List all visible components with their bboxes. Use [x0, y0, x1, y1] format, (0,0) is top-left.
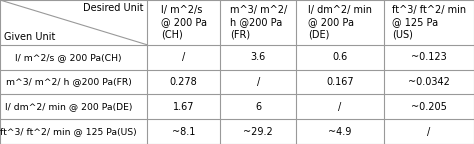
Text: ft^3/ ft^2/ min @ 125 Pa(US): ft^3/ ft^2/ min @ 125 Pa(US)	[0, 127, 137, 136]
Text: ~4.9: ~4.9	[328, 127, 352, 137]
Text: ~29.2: ~29.2	[244, 127, 273, 137]
Text: l/ dm^2/ min @ 200 Pa(DE): l/ dm^2/ min @ 200 Pa(DE)	[5, 102, 132, 111]
Text: Desired Unit: Desired Unit	[82, 3, 143, 13]
Text: Given Unit: Given Unit	[4, 32, 55, 42]
Text: ft^3/ ft^2/ min
@ 125 Pa
(US): ft^3/ ft^2/ min @ 125 Pa (US)	[392, 5, 466, 40]
Text: l/ dm^2/ min
@ 200 Pa
(DE): l/ dm^2/ min @ 200 Pa (DE)	[308, 5, 372, 40]
Text: 3.6: 3.6	[251, 52, 266, 62]
Text: /: /	[182, 52, 185, 62]
Text: ~0.123: ~0.123	[411, 52, 447, 62]
Text: 6: 6	[255, 102, 261, 112]
Text: m^3/ m^2/
h @200 Pa
(FR): m^3/ m^2/ h @200 Pa (FR)	[230, 5, 287, 40]
Text: ~0.205: ~0.205	[411, 102, 447, 112]
Text: /: /	[428, 127, 430, 137]
Text: 0.278: 0.278	[170, 77, 198, 87]
Text: /: /	[257, 77, 260, 87]
Text: 0.167: 0.167	[326, 77, 354, 87]
Text: l/ m^2/s
@ 200 Pa
(CH): l/ m^2/s @ 200 Pa (CH)	[161, 5, 207, 40]
Text: m^3/ m^2/ h @200 Pa(FR): m^3/ m^2/ h @200 Pa(FR)	[6, 77, 132, 86]
Text: l/ m^2/s @ 200 Pa(CH): l/ m^2/s @ 200 Pa(CH)	[16, 53, 122, 62]
Text: 1.67: 1.67	[173, 102, 194, 112]
Text: /: /	[338, 102, 342, 112]
Text: ~8.1: ~8.1	[172, 127, 195, 137]
Text: 0.6: 0.6	[332, 52, 348, 62]
Text: ~0.0342: ~0.0342	[408, 77, 450, 87]
